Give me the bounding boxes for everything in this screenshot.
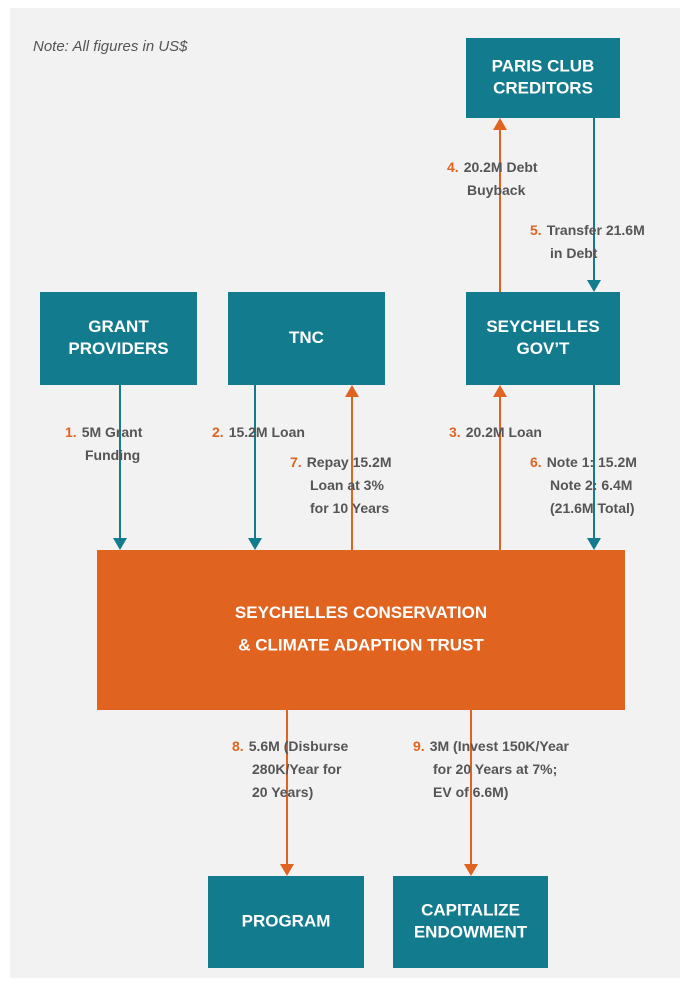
edge-text: 5M Grant (82, 424, 143, 440)
edge-text: Buyback (467, 182, 526, 198)
node-box (393, 876, 548, 968)
node-label: PARIS CLUB (492, 56, 595, 75)
edge-text: (21.6M Total) (550, 500, 635, 516)
edge-text: 20.2M Loan (466, 424, 542, 440)
edge-text: EV of 6.6M) (433, 784, 508, 800)
node-label: CAPITALIZE (421, 900, 520, 919)
node-label: SEYCHELLES CONSERVATION (235, 603, 487, 622)
step-number: 8. (232, 738, 244, 754)
node-label: GRANT (88, 317, 149, 336)
arrowhead (587, 538, 601, 550)
edge-label: 2. 15.2M Loan (212, 424, 305, 440)
node-box (40, 292, 197, 385)
edge-text: 15.2M Loan (229, 424, 305, 440)
arrowhead (248, 538, 262, 550)
edge-text: Repay 15.2M (307, 454, 392, 470)
edge-label: 3. 20.2M Loan (449, 424, 542, 440)
edge-text: for 10 Years (310, 500, 389, 516)
arrowhead (493, 118, 507, 130)
note: Note: All figures in US$ (33, 38, 188, 55)
edge-text: Note 1: 15.2M (547, 454, 637, 470)
edge-text: 5.6M (Disburse (249, 738, 349, 754)
edge-label: 8. 5.6M (Disburse (232, 738, 348, 754)
node-label: GOV’T (517, 339, 571, 358)
node-box (97, 550, 625, 710)
node-box (208, 876, 364, 968)
edge-text: 20 Years) (252, 784, 313, 800)
edge-label: 7. Repay 15.2M (290, 454, 392, 470)
edge-text: Loan at 3% (310, 477, 384, 493)
step-number: 2. (212, 424, 224, 440)
edge-text: in Debt (550, 245, 598, 261)
node-box (466, 292, 620, 385)
node-label: PROVIDERS (68, 339, 168, 358)
step-number: 5. (530, 222, 542, 238)
step-number: 1. (65, 424, 77, 440)
edge-text: Funding (85, 447, 140, 463)
edge-text: 3M (Invest 150K/Year (430, 738, 570, 754)
edge-text: 20.2M Debt (464, 159, 538, 175)
edge-label: (21.6M Total) (550, 500, 635, 516)
node-label: TNC (289, 328, 324, 347)
edge-label: Loan at 3% (310, 477, 384, 493)
edge-label: 4. 20.2M Debt (447, 159, 538, 175)
background (10, 8, 680, 978)
edge-text: Transfer 21.6M (547, 222, 645, 238)
edge-label: Funding (85, 447, 140, 463)
node-label: ENDOWMENT (414, 923, 528, 942)
arrowhead (493, 385, 507, 397)
arrowhead (280, 864, 294, 876)
edge-label: 20 Years) (252, 784, 313, 800)
arrowhead (345, 385, 359, 397)
edge-label: 9. 3M (Invest 150K/Year (413, 738, 570, 754)
node-box (466, 38, 620, 118)
node-box (228, 292, 385, 385)
arrowhead (464, 864, 478, 876)
edge-label: EV of 6.6M) (433, 784, 508, 800)
node-label: & CLIMATE ADAPTION TRUST (238, 636, 484, 655)
edge-label: for 20 Years at 7%; (433, 761, 557, 777)
edge-label: 6. Note 1: 15.2M (530, 454, 637, 470)
node-label: CREDITORS (493, 79, 593, 98)
edge-text: for 20 Years at 7%; (433, 761, 557, 777)
arrowhead (587, 280, 601, 292)
edge-label: Note 2: 6.4M (550, 477, 632, 493)
edge-label: 280K/Year for (252, 761, 342, 777)
step-number: 9. (413, 738, 425, 754)
step-number: 3. (449, 424, 461, 440)
step-number: 6. (530, 454, 542, 470)
edge-text: 280K/Year for (252, 761, 342, 777)
edge-label: for 10 Years (310, 500, 389, 516)
edge-label: Buyback (467, 182, 526, 198)
edge-label: in Debt (550, 245, 598, 261)
step-number: 4. (447, 159, 459, 175)
node-label: PROGRAM (242, 911, 331, 930)
edge-label: 5. Transfer 21.6M (530, 222, 645, 238)
step-number: 7. (290, 454, 302, 470)
arrowhead (113, 538, 127, 550)
edge-label: 1. 5M Grant (65, 424, 143, 440)
edge-text: Note 2: 6.4M (550, 477, 632, 493)
node-label: SEYCHELLES (486, 317, 599, 336)
